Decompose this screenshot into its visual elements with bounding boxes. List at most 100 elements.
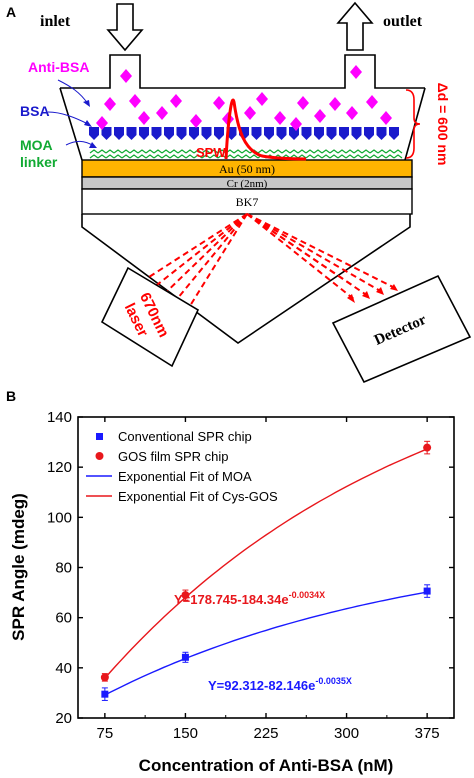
laser-source: 670nm laser [100, 266, 200, 368]
panel-a-label: A [6, 4, 16, 20]
inlet-label: inlet [40, 13, 71, 30]
bsa-molecule [151, 127, 162, 140]
linker-label: linker [20, 154, 58, 170]
x-tick-label: 75 [97, 725, 114, 742]
bsa-molecule [276, 127, 287, 140]
chromium-layer: Cr (2nm) [81, 176, 413, 190]
chromium-layer-label: Cr (2nm) [227, 178, 268, 190]
legend-marker-conventional [96, 433, 103, 440]
anti-bsa-molecules [96, 65, 392, 131]
bsa-molecule [189, 127, 199, 140]
cys-gos-fit-equation: Y=178.745-184.34e-0.0034X [174, 590, 325, 607]
anti-bsa-molecule [190, 114, 202, 128]
bk7-layer: BK7 [81, 188, 413, 215]
bsa-molecule [114, 127, 124, 140]
anti-bsa-molecule [213, 96, 225, 110]
moa-linker-layer [89, 149, 403, 159]
label-pointer-arrows [47, 79, 95, 147]
moa-fit-equation: Y=92.312-82.146e-0.0035X [208, 676, 352, 693]
anti-bsa-molecule [297, 96, 309, 110]
bsa-molecule [264, 127, 274, 140]
bk7-layer-label: BK7 [236, 195, 259, 209]
anti-bsa-molecule [366, 95, 378, 109]
bsa-molecule [389, 127, 399, 140]
conventional-data-point [101, 690, 109, 698]
x-tick-label: 225 [253, 725, 278, 742]
x-axis-label: Concentration of Anti-BSA (nM) [139, 756, 394, 775]
cys-gos-fit-line [104, 448, 428, 679]
anti-bsa-molecule [329, 97, 341, 111]
bsa-molecule [176, 127, 187, 140]
conventional-data-point [423, 587, 431, 595]
anti-bsa-molecule [290, 117, 302, 131]
anti-bsa-molecule [104, 97, 116, 111]
flow-cell [59, 54, 426, 161]
bsa-molecule [164, 127, 174, 140]
bsa-molecule [314, 127, 324, 140]
bsa-molecule [351, 127, 362, 140]
y-tick-label: 100 [47, 509, 72, 526]
x-tick-label: 150 [173, 725, 198, 742]
panel-b-label: B [6, 388, 16, 404]
legend-label-gos: GOS film SPR chip [118, 449, 229, 464]
bsa-molecule [139, 127, 149, 140]
anti-bsa-molecule [314, 109, 326, 123]
legend: Conventional SPR chip GOS film SPR chip … [86, 429, 278, 504]
delta-d-label: Δd = 600 nm [435, 83, 451, 166]
anti-bsa-molecule [96, 116, 108, 130]
y-tick-label: 120 [47, 459, 72, 476]
legend-label-moa-fit: Exponential Fit of MOA [118, 469, 252, 484]
bsa-molecule [376, 127, 387, 140]
bsa-molecule [214, 127, 224, 140]
bsa-molecule [101, 127, 112, 140]
gos-data-point [181, 591, 190, 600]
bsa-molecule [326, 127, 337, 140]
spw-curve [224, 98, 307, 161]
spw-label: SPW [196, 145, 226, 160]
moa-fit-line [104, 591, 428, 696]
bsa-label: BSA [20, 103, 50, 119]
y-tick-label: 20 [55, 710, 72, 727]
anti-bsa-molecule [350, 65, 362, 79]
anti-bsa-label: Anti-BSA [28, 59, 89, 75]
y-tick-label: 80 [55, 560, 72, 577]
bsa-molecule [251, 127, 262, 140]
anti-bsa-molecule [156, 106, 168, 120]
legend-label-conventional: Conventional SPR chip [118, 429, 252, 444]
anti-bsa-molecule [138, 111, 150, 125]
gold-layer: Au (50 nm) [81, 159, 413, 178]
legend-marker-gos [95, 452, 104, 460]
anti-bsa-molecule [256, 92, 268, 106]
outlet-arrow-icon [336, 1, 374, 51]
outlet-label: outlet [383, 13, 423, 30]
prism [81, 214, 411, 344]
beam-arrowheads [347, 284, 398, 303]
bsa-molecule [301, 127, 312, 140]
y-tick-label: 60 [55, 610, 72, 627]
conventional-data-point [181, 653, 189, 661]
spr-angle-chart: 75 150 225 300 375 20 40 60 80 100 120 140 Concent… [9, 409, 455, 775]
bsa-molecule [339, 127, 349, 140]
anti-bsa-molecule [380, 111, 392, 125]
pointer-arrowheads [83, 100, 97, 148]
moa-linker-chain [89, 149, 403, 154]
anti-bsa-molecule [346, 106, 358, 120]
anti-bsa-molecule [120, 69, 132, 83]
anti-bsa-molecule [129, 94, 141, 108]
gos-data-point [100, 673, 109, 682]
laser-beams [134, 213, 396, 323]
y-tick-label: 40 [55, 660, 72, 677]
y-axis-label: SPR Angle (mdeg) [9, 493, 28, 641]
bsa-molecule [201, 127, 212, 140]
moa-label: MOA [20, 137, 53, 153]
bsa-molecule [89, 127, 99, 140]
bsa-molecule [126, 127, 137, 140]
inlet-arrow-icon [106, 3, 144, 52]
delta-d-brace [405, 89, 421, 159]
anti-bsa-molecule [274, 111, 286, 125]
anti-bsa-molecule [170, 94, 182, 108]
gos-data-point [423, 443, 432, 452]
detector: Detector [331, 274, 472, 384]
x-tick-label: 300 [334, 725, 359, 742]
legend-label-cys-gos-fit: Exponential Fit of Cys-GOS [118, 489, 278, 504]
